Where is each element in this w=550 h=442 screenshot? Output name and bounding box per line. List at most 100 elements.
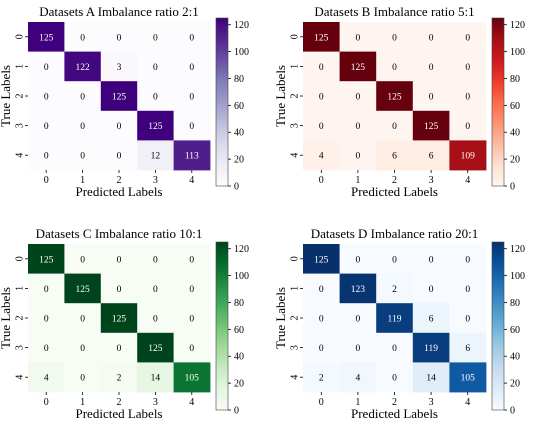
cell-value-label: 4 bbox=[356, 374, 361, 384]
cell-value-label: 2 bbox=[392, 285, 397, 295]
heatmap-cell bbox=[173, 51, 211, 82]
cell-value-label: 122 bbox=[75, 63, 90, 73]
heatmap-cell bbox=[100, 81, 138, 112]
cell-value-label: 0 bbox=[319, 344, 324, 354]
colorbar-tick-label: 40 bbox=[510, 352, 520, 363]
cell-value-label: 0 bbox=[80, 255, 85, 265]
colorbar-tick-label: 20 bbox=[234, 379, 244, 390]
heatmap-cell bbox=[339, 244, 377, 274]
heatmap-cell bbox=[449, 81, 487, 112]
heatmap-cell bbox=[339, 22, 377, 52]
heatmap-cell bbox=[173, 244, 211, 274]
heatmap-cell bbox=[412, 362, 450, 393]
heatmap-cell bbox=[137, 332, 174, 363]
heatmap-cell bbox=[64, 110, 102, 141]
y-tick-label: 0 bbox=[289, 256, 300, 261]
y-tick-label: 1 bbox=[14, 64, 25, 69]
colorbar-tick-label: 80 bbox=[234, 74, 244, 85]
heatmap-cell bbox=[412, 140, 450, 171]
cell-value-label: 0 bbox=[117, 344, 122, 354]
heatmap-cell bbox=[376, 303, 414, 334]
y-tick-label: 3 bbox=[289, 123, 300, 128]
colorbar-tick-label: 100 bbox=[510, 47, 525, 58]
heatmap-cell bbox=[376, 244, 414, 274]
y-tick-label: 0 bbox=[14, 34, 25, 39]
y-tick-label: 4 bbox=[14, 375, 25, 380]
confusion-matrix-panel: Datasets C Imbalance ratio 10:1 125 0 0 0 0 0 1… bbox=[0, 226, 249, 421]
heatmap-cell bbox=[339, 362, 377, 393]
heatmap-cell bbox=[64, 303, 102, 334]
cell-value-label: 0 bbox=[189, 122, 194, 132]
colorbar bbox=[491, 241, 505, 411]
heatmap-cell bbox=[303, 332, 340, 363]
y-tick-label: 2 bbox=[14, 94, 25, 99]
cell-value-label: 0 bbox=[392, 63, 397, 73]
heatmap-cell bbox=[412, 110, 450, 141]
cell-value-label: 0 bbox=[392, 122, 397, 132]
heatmap-cell bbox=[303, 273, 340, 304]
heatmap-cell bbox=[412, 22, 450, 52]
heatmap-cell bbox=[137, 110, 174, 141]
cell-value-label: 14 bbox=[151, 374, 161, 384]
colorbar-tick-label: 100 bbox=[510, 271, 525, 282]
heatmap-cell bbox=[376, 51, 414, 82]
cell-value-label: 0 bbox=[80, 122, 85, 132]
cell-value-label: 0 bbox=[117, 152, 122, 162]
cell-value-label: 125 bbox=[39, 255, 54, 265]
heatmap-cell bbox=[28, 303, 65, 334]
cell-value-label: 0 bbox=[44, 93, 49, 103]
cell-value-label: 109 bbox=[461, 152, 476, 162]
y-axis-label: True Labels bbox=[0, 287, 13, 349]
heatmap-cell bbox=[412, 244, 450, 274]
heatmap-cell bbox=[64, 273, 102, 304]
cell-value-label: 0 bbox=[80, 152, 85, 162]
heatmap-cell bbox=[28, 273, 65, 304]
heatmap-cell bbox=[64, 51, 102, 82]
cell-value-label: 0 bbox=[429, 33, 434, 43]
heatmap-cell bbox=[100, 303, 138, 334]
heatmap-cell bbox=[339, 81, 377, 112]
cell-value-label: 125 bbox=[314, 33, 329, 43]
cell-value-label: 125 bbox=[112, 93, 127, 103]
heatmap-cell bbox=[303, 140, 340, 171]
cell-value-label: 119 bbox=[388, 315, 402, 325]
y-tick-label: 1 bbox=[289, 64, 300, 69]
cell-value-label: 0 bbox=[189, 285, 194, 295]
x-tick-label: 1 bbox=[355, 175, 360, 186]
y-tick-label: 4 bbox=[14, 153, 25, 158]
cell-value-label: 125 bbox=[112, 315, 127, 325]
cell-value-label: 0 bbox=[429, 93, 434, 103]
cell-value-label: 0 bbox=[392, 255, 397, 265]
cell-value-label: 0 bbox=[319, 63, 324, 73]
y-axis-label: True Labels bbox=[0, 65, 13, 127]
heatmap-cell bbox=[64, 140, 102, 171]
heatmap-cell bbox=[100, 51, 138, 82]
heatmap-cell bbox=[449, 303, 487, 334]
heatmap-cell bbox=[449, 22, 487, 52]
cell-value-label: 125 bbox=[351, 63, 366, 73]
heatmap-cell bbox=[376, 81, 414, 112]
heatmap-cell bbox=[28, 362, 65, 393]
heatmap-cell bbox=[303, 362, 340, 393]
cell-value-label: 2 bbox=[319, 374, 324, 384]
cell-value-label: 105 bbox=[185, 374, 200, 384]
colorbar-tick-label: 120 bbox=[234, 20, 249, 31]
cell-value-label: 0 bbox=[80, 33, 85, 43]
heatmap-cell bbox=[339, 140, 377, 171]
cell-value-label: 125 bbox=[387, 93, 402, 103]
heatmap-cell bbox=[28, 22, 65, 52]
heatmap-cell bbox=[173, 362, 211, 393]
heatmap-cell bbox=[376, 273, 414, 304]
x-axis-label: Predicted Labels bbox=[351, 406, 438, 421]
cell-value-label: 0 bbox=[189, 63, 194, 73]
colorbar-tick-label: 40 bbox=[234, 128, 244, 139]
heatmap-cell bbox=[449, 140, 487, 171]
cell-value-label: 0 bbox=[319, 285, 324, 295]
cell-value-label: 0 bbox=[189, 33, 194, 43]
heatmap-cell bbox=[173, 140, 211, 171]
heatmap-cell bbox=[339, 273, 377, 304]
colorbar-tick-label: 0 bbox=[510, 406, 515, 417]
heatmap-cell bbox=[449, 110, 487, 141]
cell-value-label: 0 bbox=[44, 122, 49, 132]
x-tick-label: 3 bbox=[429, 397, 434, 408]
